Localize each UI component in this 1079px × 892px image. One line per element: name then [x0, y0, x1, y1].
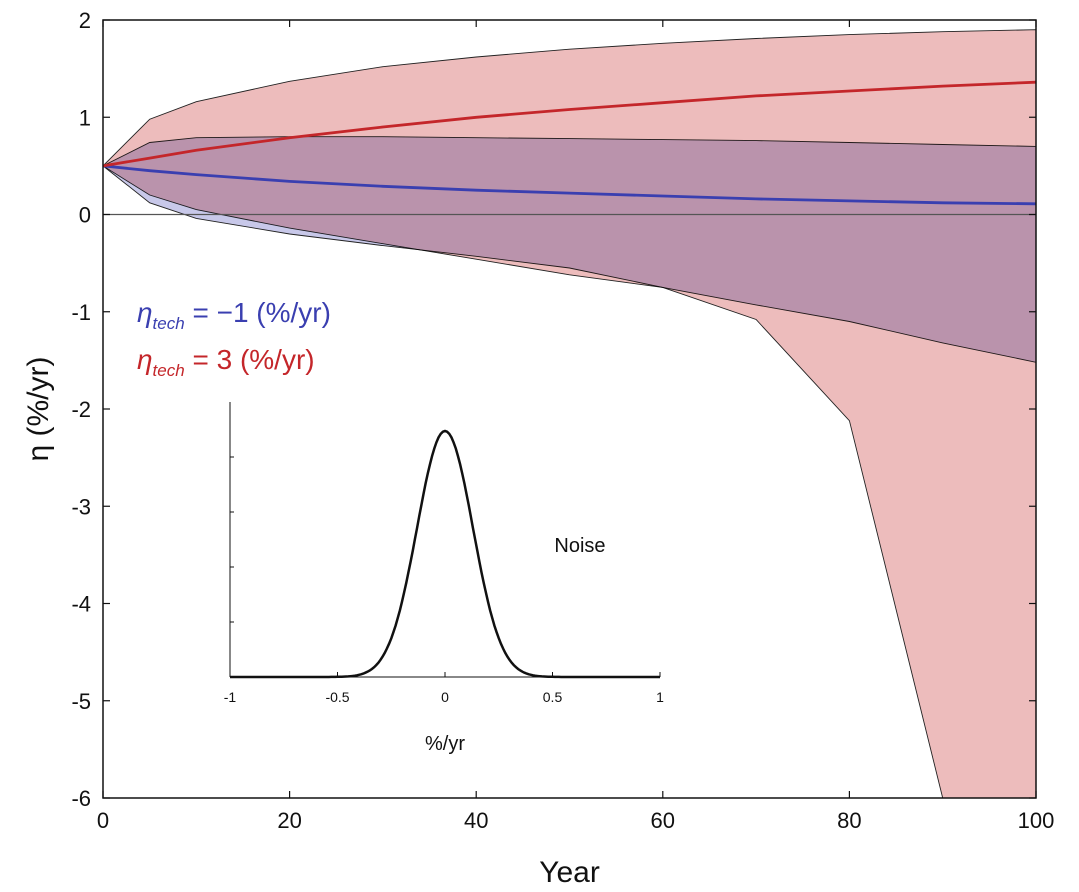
y-tick-label: -2 [71, 397, 91, 422]
legend-entry: ηtech = 3 (%/yr) [137, 344, 315, 380]
y-tick-label: 1 [79, 105, 91, 130]
y-tick-label: -3 [71, 494, 91, 519]
main-plot: 0 20 40 60 80 100 2 1 0 -1 -2 -3 -4 -5 -6 Year η (%/yr… [22, 8, 1054, 889]
axis-ticks: 0 20 40 60 80 100 2 1 0 -1 -2 -3 -4 -5 -6 [71, 8, 1054, 833]
y-tick-label: -1 [71, 300, 91, 325]
uncertainty-bands [103, 29, 1036, 798]
mean-line-tech-3 [103, 80, 1036, 168]
x-tick-label: 60 [651, 808, 675, 833]
x-tick-label: 40 [464, 808, 488, 833]
inset-x-tick-label: 0 [441, 689, 449, 705]
y-tick-label: 0 [79, 203, 91, 228]
band-tech-minus-1 [103, 136, 1036, 363]
inset-x-tick-label: 1 [656, 689, 664, 705]
inset-x-tick-label: -0.5 [325, 689, 349, 705]
x-tick-label: 20 [277, 808, 301, 833]
y-tick-label: 2 [79, 8, 91, 33]
x-tick-label: 100 [1018, 808, 1055, 833]
inset-title: Noise [554, 535, 605, 557]
inset-x-tick-label: -1 [224, 689, 237, 705]
mean-lines [103, 80, 1036, 206]
noise-curve [230, 429, 660, 679]
inset-x-label: %/yr [425, 733, 465, 755]
x-axis-title: Year [539, 856, 600, 889]
y-tick-label: -4 [71, 592, 91, 617]
y-tick-label: -5 [71, 689, 91, 714]
x-tick-label: 80 [837, 808, 861, 833]
noise-inset: -1 -0.5 0 0.5 1 Noise %/yr [224, 402, 664, 755]
y-axis-title: η (%/yr) [22, 357, 55, 462]
y-tick-label: -6 [71, 786, 91, 811]
inset-ticks: -1 -0.5 0 0.5 1 [224, 456, 664, 705]
legend-entry: ηtech = −1 (%/yr) [137, 297, 331, 333]
legend: ηtech = −1 (%/yr) ηtech = 3 (%/yr) [137, 297, 331, 380]
x-tick-label: 0 [97, 808, 109, 833]
inset-x-tick-label: 0.5 [543, 689, 563, 705]
mean-line-tech-minus-1 [103, 164, 1036, 206]
